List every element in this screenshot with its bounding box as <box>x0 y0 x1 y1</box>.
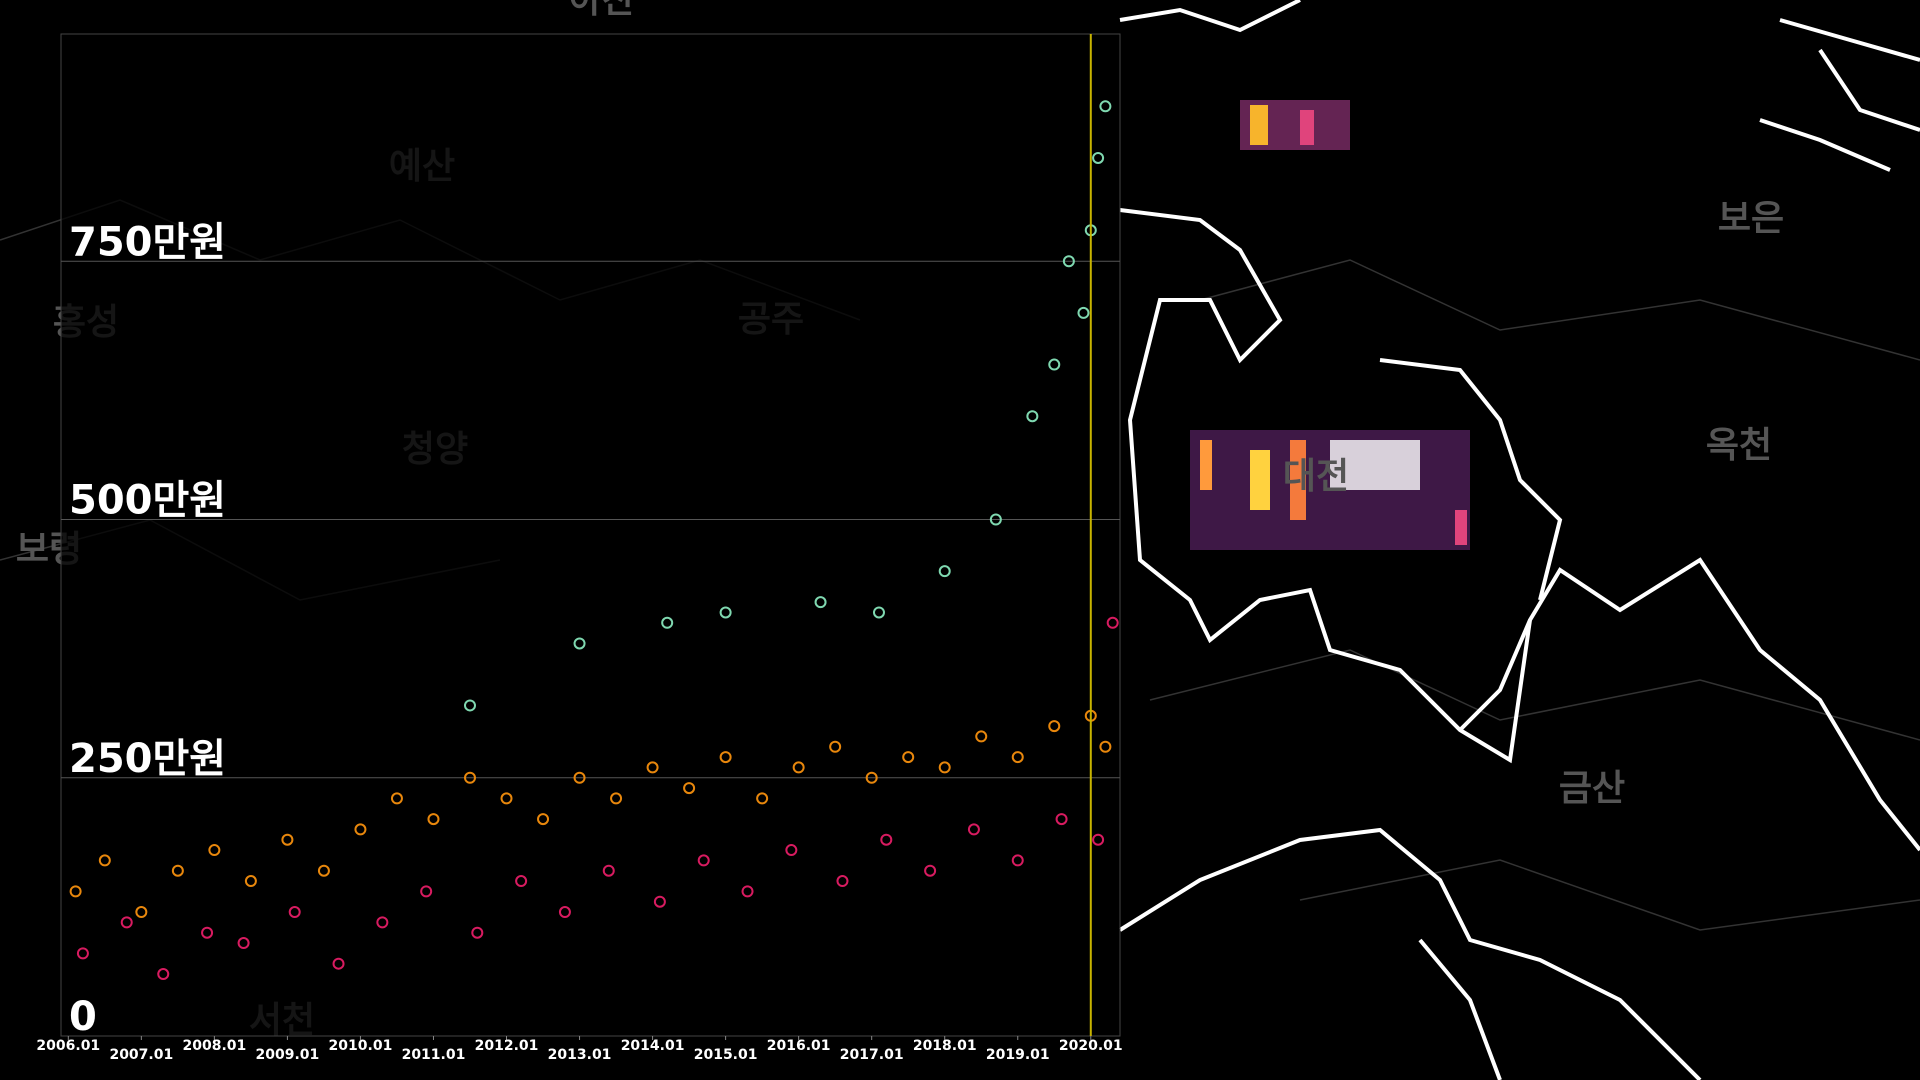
point <box>989 513 1002 526</box>
city-glow <box>1190 100 1470 550</box>
point <box>376 916 389 929</box>
point <box>281 833 294 846</box>
point <box>1062 255 1075 268</box>
x-tick-label: 2012.01 <box>475 1038 539 1054</box>
x-tick-label: 2020.01 <box>1059 1038 1123 1054</box>
point <box>201 926 214 939</box>
x-tick-label: 2010.01 <box>329 1038 393 1054</box>
point <box>741 885 754 898</box>
point <box>420 885 433 898</box>
point <box>836 875 849 888</box>
point <box>872 606 885 619</box>
point <box>1077 306 1090 319</box>
point <box>208 844 221 857</box>
point <box>463 771 476 784</box>
point <box>661 616 674 629</box>
map-label: 금산 <box>1559 768 1625 809</box>
point <box>880 833 893 846</box>
point <box>573 771 586 784</box>
point <box>171 864 184 877</box>
point <box>653 895 666 908</box>
point <box>967 823 980 836</box>
x-tick-label: 2015.01 <box>694 1047 758 1063</box>
point <box>1026 410 1039 423</box>
point <box>814 596 827 609</box>
x-tick-label: 2019.01 <box>986 1047 1050 1063</box>
y-tick-label: 250만원 <box>69 736 226 782</box>
y-tick-label: 0 <box>69 994 97 1040</box>
x-tick-label: 2018.01 <box>913 1038 977 1054</box>
point <box>288 906 301 919</box>
point <box>515 875 528 888</box>
point <box>135 906 148 919</box>
point <box>792 761 805 774</box>
y-tick-label: 500만원 <box>69 478 226 524</box>
point <box>785 844 798 857</box>
point <box>610 792 623 805</box>
map-label: 대전 <box>1283 456 1349 497</box>
point <box>1055 813 1068 826</box>
point <box>390 792 403 805</box>
point <box>354 823 367 836</box>
point <box>697 854 710 867</box>
point <box>427 813 440 826</box>
x-tick-label: 2016.01 <box>767 1038 831 1054</box>
point <box>332 957 345 970</box>
point <box>924 864 937 877</box>
point <box>157 968 170 981</box>
map-label: 보은 <box>1718 198 1784 239</box>
point <box>938 565 951 578</box>
scatter-chart: 0 250만원 500만원 750만원 2006.01 2007.01 2008.01 200… <box>36 34 1123 1063</box>
point <box>500 792 513 805</box>
point <box>1048 358 1061 371</box>
point <box>1048 720 1061 733</box>
point <box>756 792 769 805</box>
x-tick-label: 2006.01 <box>36 1038 100 1054</box>
map-label: 아산 <box>569 0 635 21</box>
point <box>938 761 951 774</box>
point <box>719 751 732 764</box>
point <box>244 875 257 888</box>
point <box>558 906 571 919</box>
point <box>1099 740 1112 753</box>
point <box>865 771 878 784</box>
point <box>98 854 111 867</box>
x-tick-label: 2014.01 <box>621 1038 685 1054</box>
x-tick-label: 2007.01 <box>109 1047 173 1063</box>
x-tick-label: 2008.01 <box>182 1038 246 1054</box>
point <box>317 864 330 877</box>
x-tick-label: 2011.01 <box>402 1047 466 1063</box>
point <box>237 937 250 950</box>
point <box>975 730 988 743</box>
point <box>683 782 696 795</box>
map-label: 옥천 <box>1706 425 1772 466</box>
point <box>76 947 89 960</box>
plot-area <box>60 33 1121 1037</box>
point <box>1011 854 1024 867</box>
point <box>573 637 586 650</box>
point <box>902 751 915 764</box>
point <box>829 740 842 753</box>
point <box>463 699 476 712</box>
point <box>1011 751 1024 764</box>
point <box>646 761 659 774</box>
point <box>1099 100 1112 113</box>
point <box>471 926 484 939</box>
point <box>1092 151 1105 164</box>
point <box>1106 616 1119 629</box>
point <box>602 864 615 877</box>
y-tick-label: 750만원 <box>69 219 226 265</box>
x-tick-label: 2013.01 <box>548 1047 612 1063</box>
x-tick-label: 2009.01 <box>256 1047 320 1063</box>
point <box>719 606 732 619</box>
point <box>1092 833 1105 846</box>
point <box>120 916 133 929</box>
point <box>537 813 550 826</box>
point <box>69 885 82 898</box>
x-tick-label: 2017.01 <box>840 1047 904 1063</box>
